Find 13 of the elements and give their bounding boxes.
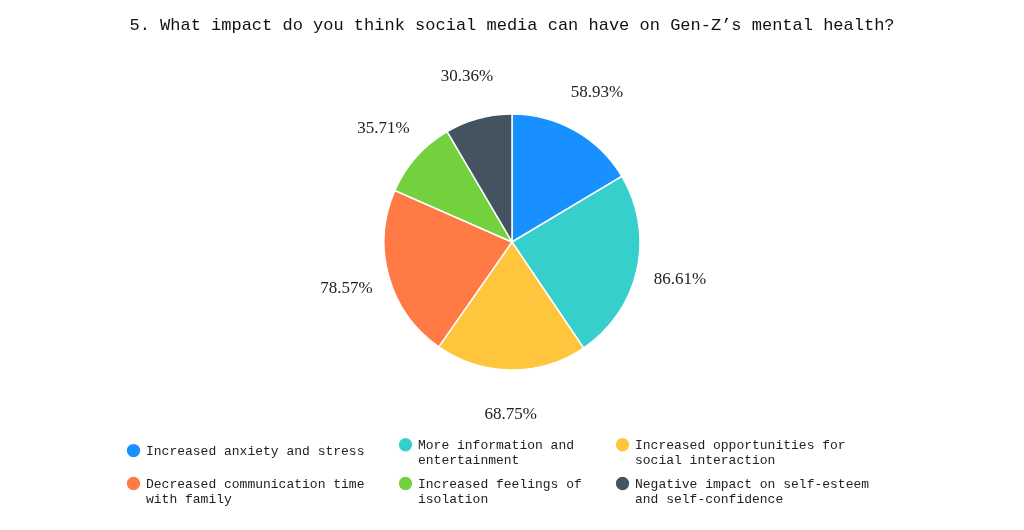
legend-label: Decreased communication time with family — [146, 476, 365, 507]
data-label: 35.71% — [357, 117, 410, 137]
data-label: 68.75% — [484, 403, 537, 423]
chart-title: 5. What impact do you think social media can have on Gen-Z’s mental health? — [129, 16, 895, 35]
data-label: 30.36% — [440, 66, 494, 86]
data-label: 58.93% — [570, 82, 624, 102]
legend-label: Increased feelings of isolation — [418, 476, 582, 507]
legend-label: More information and entertainment — [418, 437, 575, 468]
legend-label: Negative impact on self-esteem and self-confidence — [635, 476, 870, 507]
data-label: 86.61% — [653, 269, 707, 289]
legend-label: Increased opportunities for social interaction — [635, 437, 846, 468]
data-label: 78.57% — [320, 278, 373, 298]
legend-label: Increased anxiety and stress — [146, 443, 365, 459]
